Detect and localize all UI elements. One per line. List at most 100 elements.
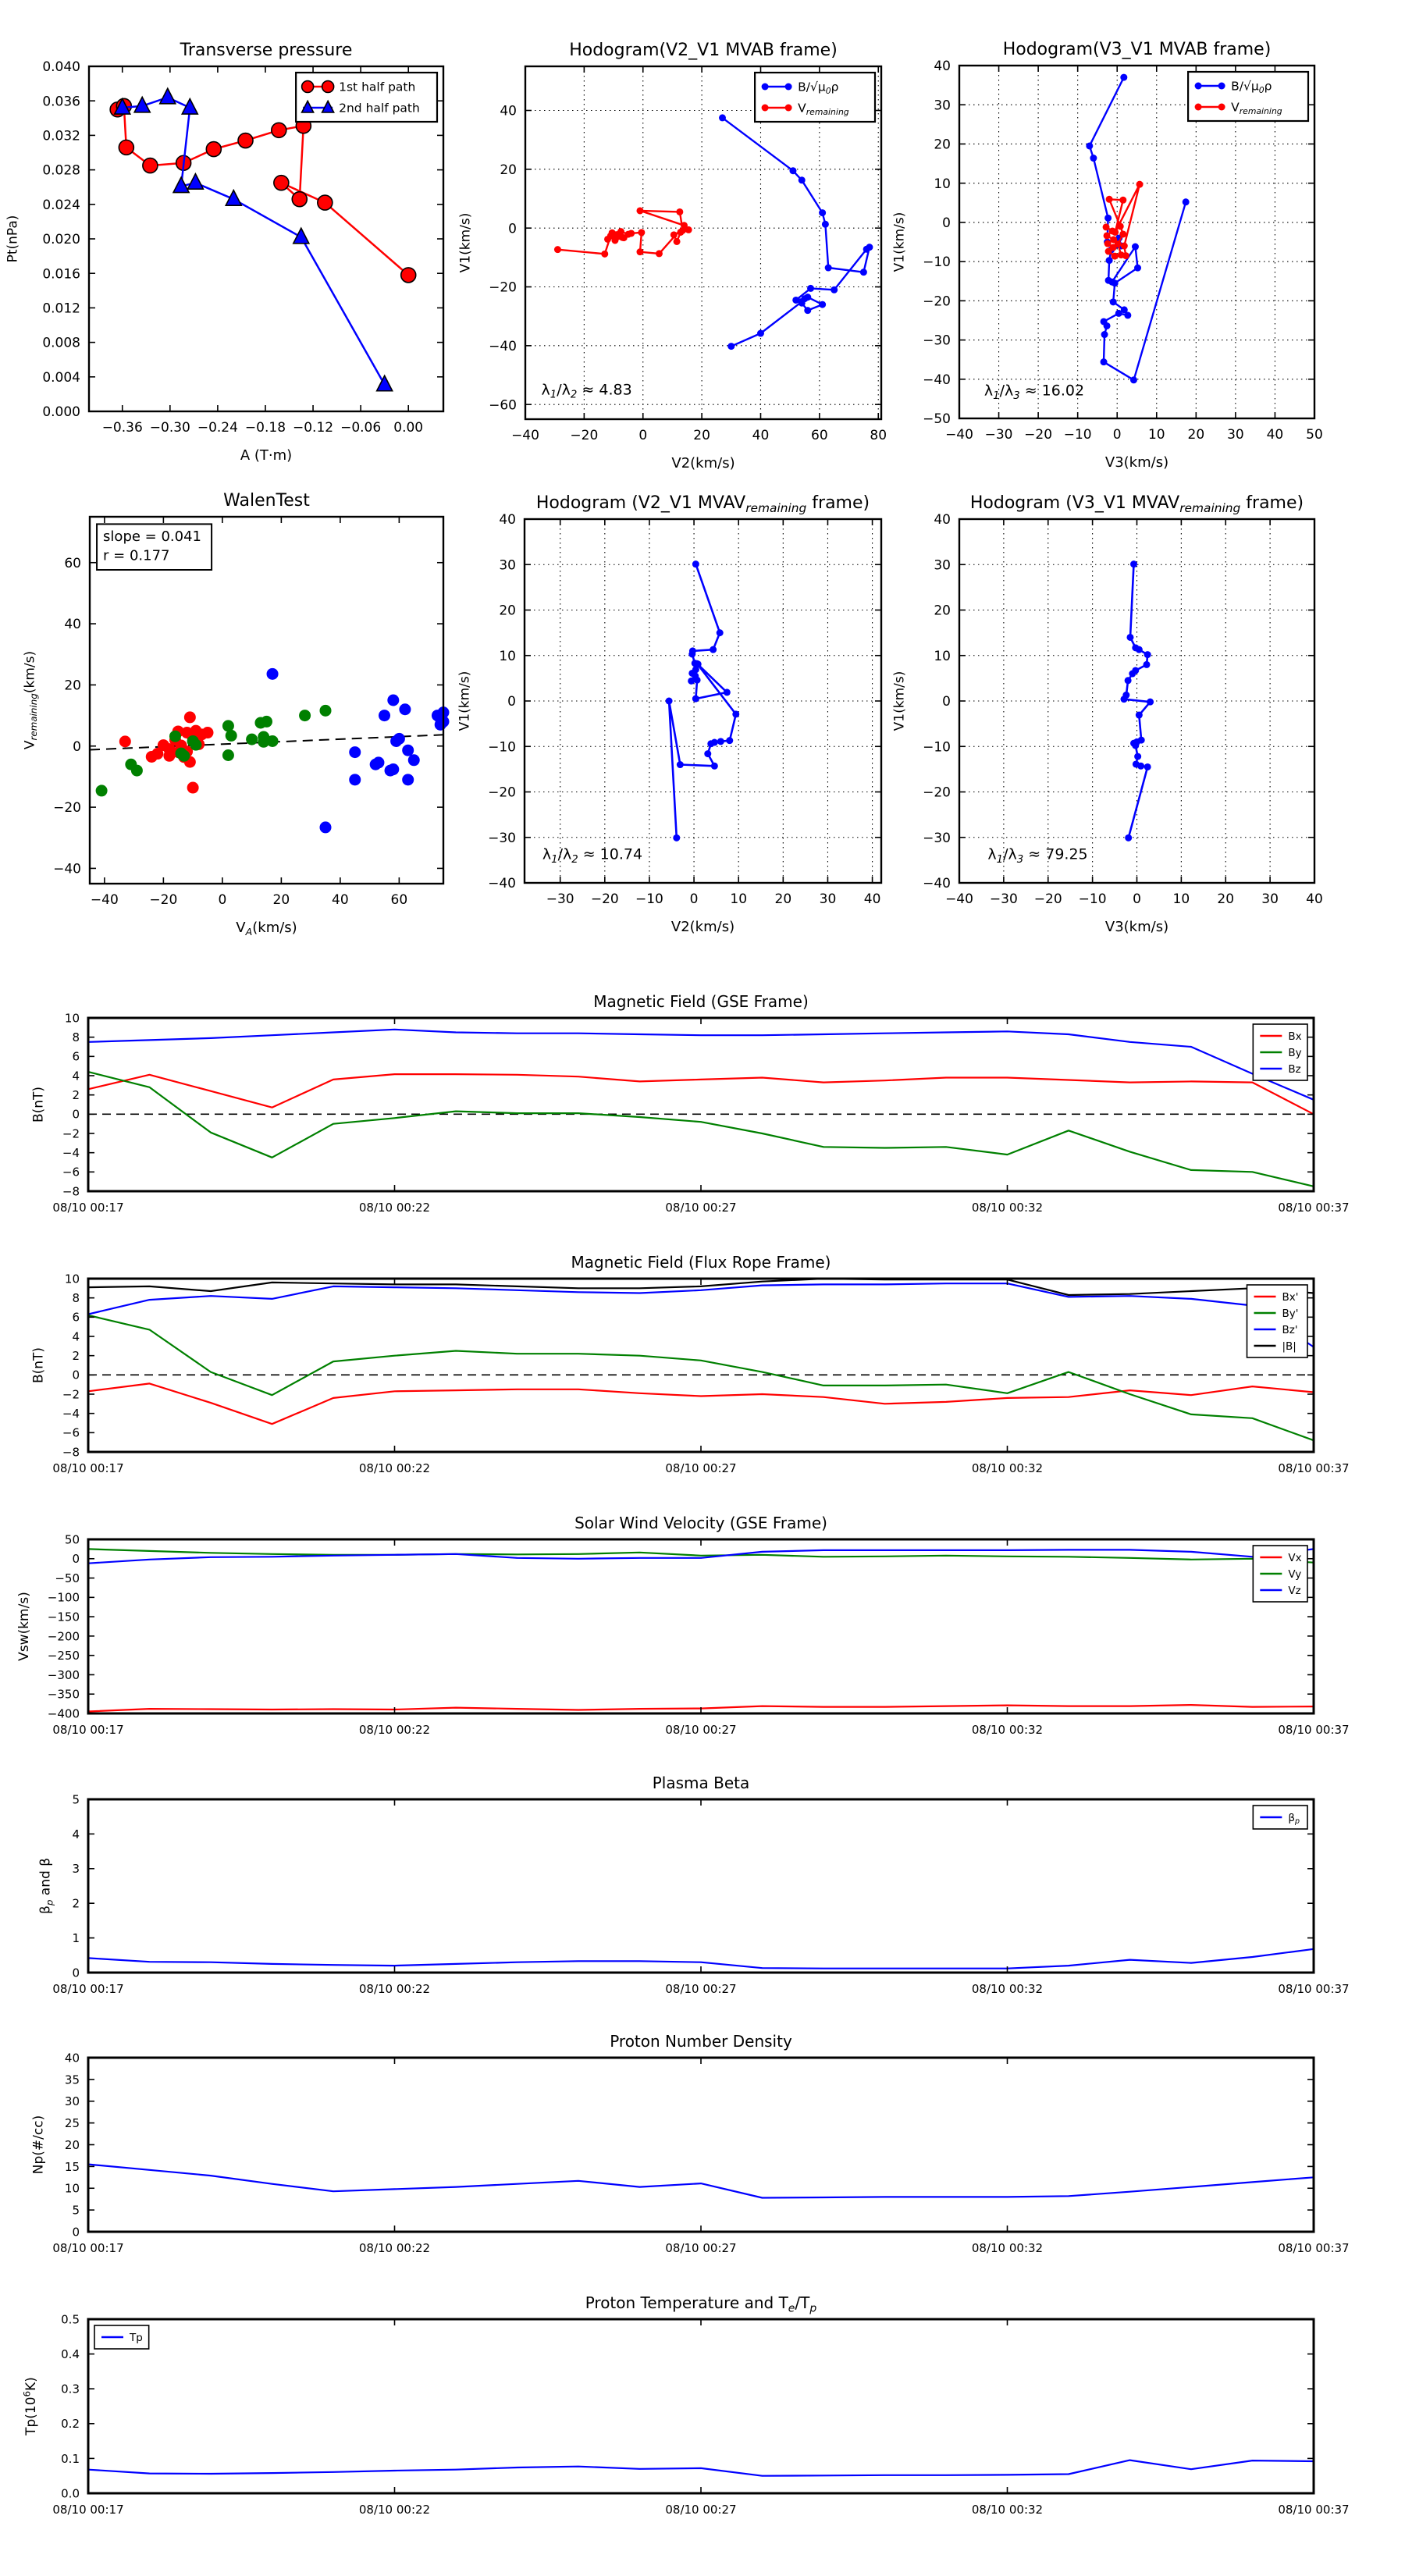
svg-text:Vremaining: Vremaining [1231, 101, 1282, 116]
svg-text:−40: −40 [489, 339, 517, 354]
svg-text:−20: −20 [489, 280, 517, 296]
svg-text:Hodogram(V3_V1 MVAB frame): Hodogram(V3_V1 MVAB frame) [1003, 40, 1272, 59]
svg-text:60: 60 [391, 892, 408, 908]
svg-text:30: 30 [65, 2094, 80, 2108]
svg-text:0.024: 0.024 [42, 197, 80, 213]
svg-text:30: 30 [934, 98, 951, 113]
svg-text:Vx: Vx [1288, 1552, 1301, 1564]
svg-text:15: 15 [65, 2160, 80, 2174]
svg-text:−30: −30 [923, 333, 951, 349]
svg-text:0: 0 [72, 2225, 80, 2239]
svg-text:−0.18: −0.18 [245, 420, 286, 436]
svg-text:−10: −10 [1064, 427, 1092, 443]
svg-text:B(nT): B(nT) [30, 1087, 46, 1123]
svg-text:20: 20 [500, 162, 517, 178]
svg-text:−20: −20 [570, 428, 598, 443]
svg-text:Plasma Beta: Plasma Beta [653, 1774, 750, 1792]
svg-text:B/√μ0ρ: B/√μ0ρ [1231, 80, 1272, 95]
svg-text:Transverse pressure: Transverse pressure [180, 41, 353, 60]
svg-text:50: 50 [1306, 427, 1323, 443]
svg-text:80: 80 [870, 428, 887, 443]
svg-text:2: 2 [72, 1088, 80, 1102]
svg-text:0.000: 0.000 [42, 404, 80, 420]
svg-text:0.3: 0.3 [61, 2382, 80, 2396]
svg-text:−20: −20 [149, 892, 177, 908]
svg-text:1st half path: 1st half path [339, 80, 415, 94]
svg-text:20: 20 [64, 678, 81, 694]
svg-text:0.036: 0.036 [42, 94, 80, 109]
svg-text:40: 40 [934, 59, 951, 74]
hodogram-v2v1-mvab-plot: −40 −20 0 20 40 60 80 −60 −40 −20 0 20 40 Hodogram(V2… [457, 41, 887, 471]
svg-text:0.004: 0.004 [42, 370, 80, 386]
svg-text:2: 2 [72, 1897, 80, 1911]
svg-text:−0.24: −0.24 [197, 420, 238, 436]
svg-text:08/10 00:27: 08/10 00:27 [665, 2503, 736, 2517]
svg-text:08/10 00:32: 08/10 00:32 [972, 1982, 1043, 1996]
svg-text:−20: −20 [488, 785, 516, 801]
svg-text:Bx': Bx' [1282, 1291, 1299, 1304]
svg-text:B/√μ0ρ: B/√μ0ρ [798, 80, 838, 96]
svg-text:−0.12: −0.12 [293, 420, 333, 436]
svg-text:8: 8 [72, 1030, 80, 1044]
svg-text:−50: −50 [55, 1571, 80, 1585]
svg-text:0.012: 0.012 [42, 301, 80, 317]
svg-text:08/10 00:37: 08/10 00:37 [1278, 1201, 1349, 1215]
hodogram-v3v1-mvav-plot: −40 −30 −20 −10 0 10 20 30 40 −40 −30 −20 −10 0 10 20 30… [891, 493, 1322, 935]
svg-text:0.008: 0.008 [42, 336, 80, 351]
svg-text:−10: −10 [488, 739, 516, 755]
proton-density-panel: 08/10 00:17 08/10 00:22 08/10 00:27 08/10 0… [30, 2032, 1349, 2255]
svg-text:Magnetic Field (GSE Frame): Magnetic Field (GSE Frame) [593, 992, 809, 1011]
svg-text:−40: −40 [91, 892, 119, 908]
svg-text:−250: −250 [48, 1649, 80, 1663]
svg-text:4: 4 [72, 1827, 80, 1841]
svg-text:35: 35 [65, 2073, 80, 2087]
svg-text:40: 40 [752, 428, 770, 443]
svg-text:0.5: 0.5 [61, 2312, 80, 2326]
svg-text:08/10 00:37: 08/10 00:37 [1278, 1982, 1349, 1996]
svg-text:0.020: 0.020 [42, 232, 80, 247]
svg-text:Tp: Tp [129, 2332, 143, 2344]
svg-text:Vsw(km/s): Vsw(km/s) [16, 1592, 32, 1661]
svg-text:08/10 00:37: 08/10 00:37 [1278, 1723, 1349, 1737]
svg-text:−2: −2 [62, 1387, 80, 1401]
svg-text:3: 3 [72, 1862, 80, 1876]
svg-text:08/10 00:37: 08/10 00:37 [1278, 2241, 1349, 2255]
svg-text:Vy: Vy [1288, 1568, 1301, 1581]
svg-text:−40: −40 [923, 876, 951, 891]
svg-text:0.016: 0.016 [42, 266, 80, 282]
svg-text:30: 30 [820, 891, 837, 907]
svg-text:30: 30 [1261, 891, 1279, 907]
solar-wind-velocity-panel: 08/10 00:17 08/10 00:22 08/10 00:27 08/10 0… [16, 1514, 1350, 1737]
svg-text:r = 0.177: r = 0.177 [103, 547, 169, 564]
svg-text:0.4: 0.4 [61, 2347, 80, 2361]
svg-text:08/10 00:27: 08/10 00:27 [665, 1723, 736, 1737]
svg-text:10: 10 [934, 176, 951, 192]
svg-text:4: 4 [72, 1329, 80, 1343]
svg-text:08/10 00:17: 08/10 00:17 [52, 1201, 123, 1215]
svg-text:10: 10 [1148, 427, 1165, 443]
svg-text:−20: −20 [53, 800, 81, 816]
svg-text:−20: −20 [923, 785, 951, 801]
svg-text:20: 20 [65, 2138, 80, 2152]
svg-text:08/10 00:22: 08/10 00:22 [359, 1982, 430, 1996]
svg-text:20: 20 [273, 892, 290, 908]
svg-text:Magnetic Field (Flux Rope Fram: Magnetic Field (Flux Rope Frame) [571, 1253, 831, 1272]
svg-text:−150: −150 [48, 1610, 80, 1624]
svg-text:−300: −300 [48, 1668, 80, 1682]
svg-text:4: 4 [72, 1069, 80, 1083]
svg-text:20: 20 [934, 137, 951, 153]
svg-text:10: 10 [65, 1272, 80, 1286]
svg-text:6: 6 [72, 1311, 80, 1325]
svg-text:Solar Wind Velocity (GSE Frame: Solar Wind Velocity (GSE Frame) [574, 1514, 827, 1532]
svg-text:08/10 00:32: 08/10 00:32 [972, 2503, 1043, 2517]
svg-text:|B|: |B| [1282, 1340, 1297, 1353]
svg-text:By: By [1288, 1047, 1301, 1059]
svg-text:−6: −6 [62, 1165, 80, 1179]
svg-text:5: 5 [72, 1792, 80, 1806]
svg-text:−400: −400 [48, 1706, 80, 1720]
svg-text:Hodogram (V2_V1 MVAVremaining: Hodogram (V2_V1 MVAVremaining frame) [536, 493, 870, 515]
svg-text:08/10 00:32: 08/10 00:32 [972, 1723, 1043, 1737]
svg-text:−20: −20 [1024, 427, 1052, 443]
transverse-pressure-plot: −0.36 −0.30 −0.24 −0.18 −0.12 −0.06 0.00 0.000 0… [5, 41, 445, 464]
